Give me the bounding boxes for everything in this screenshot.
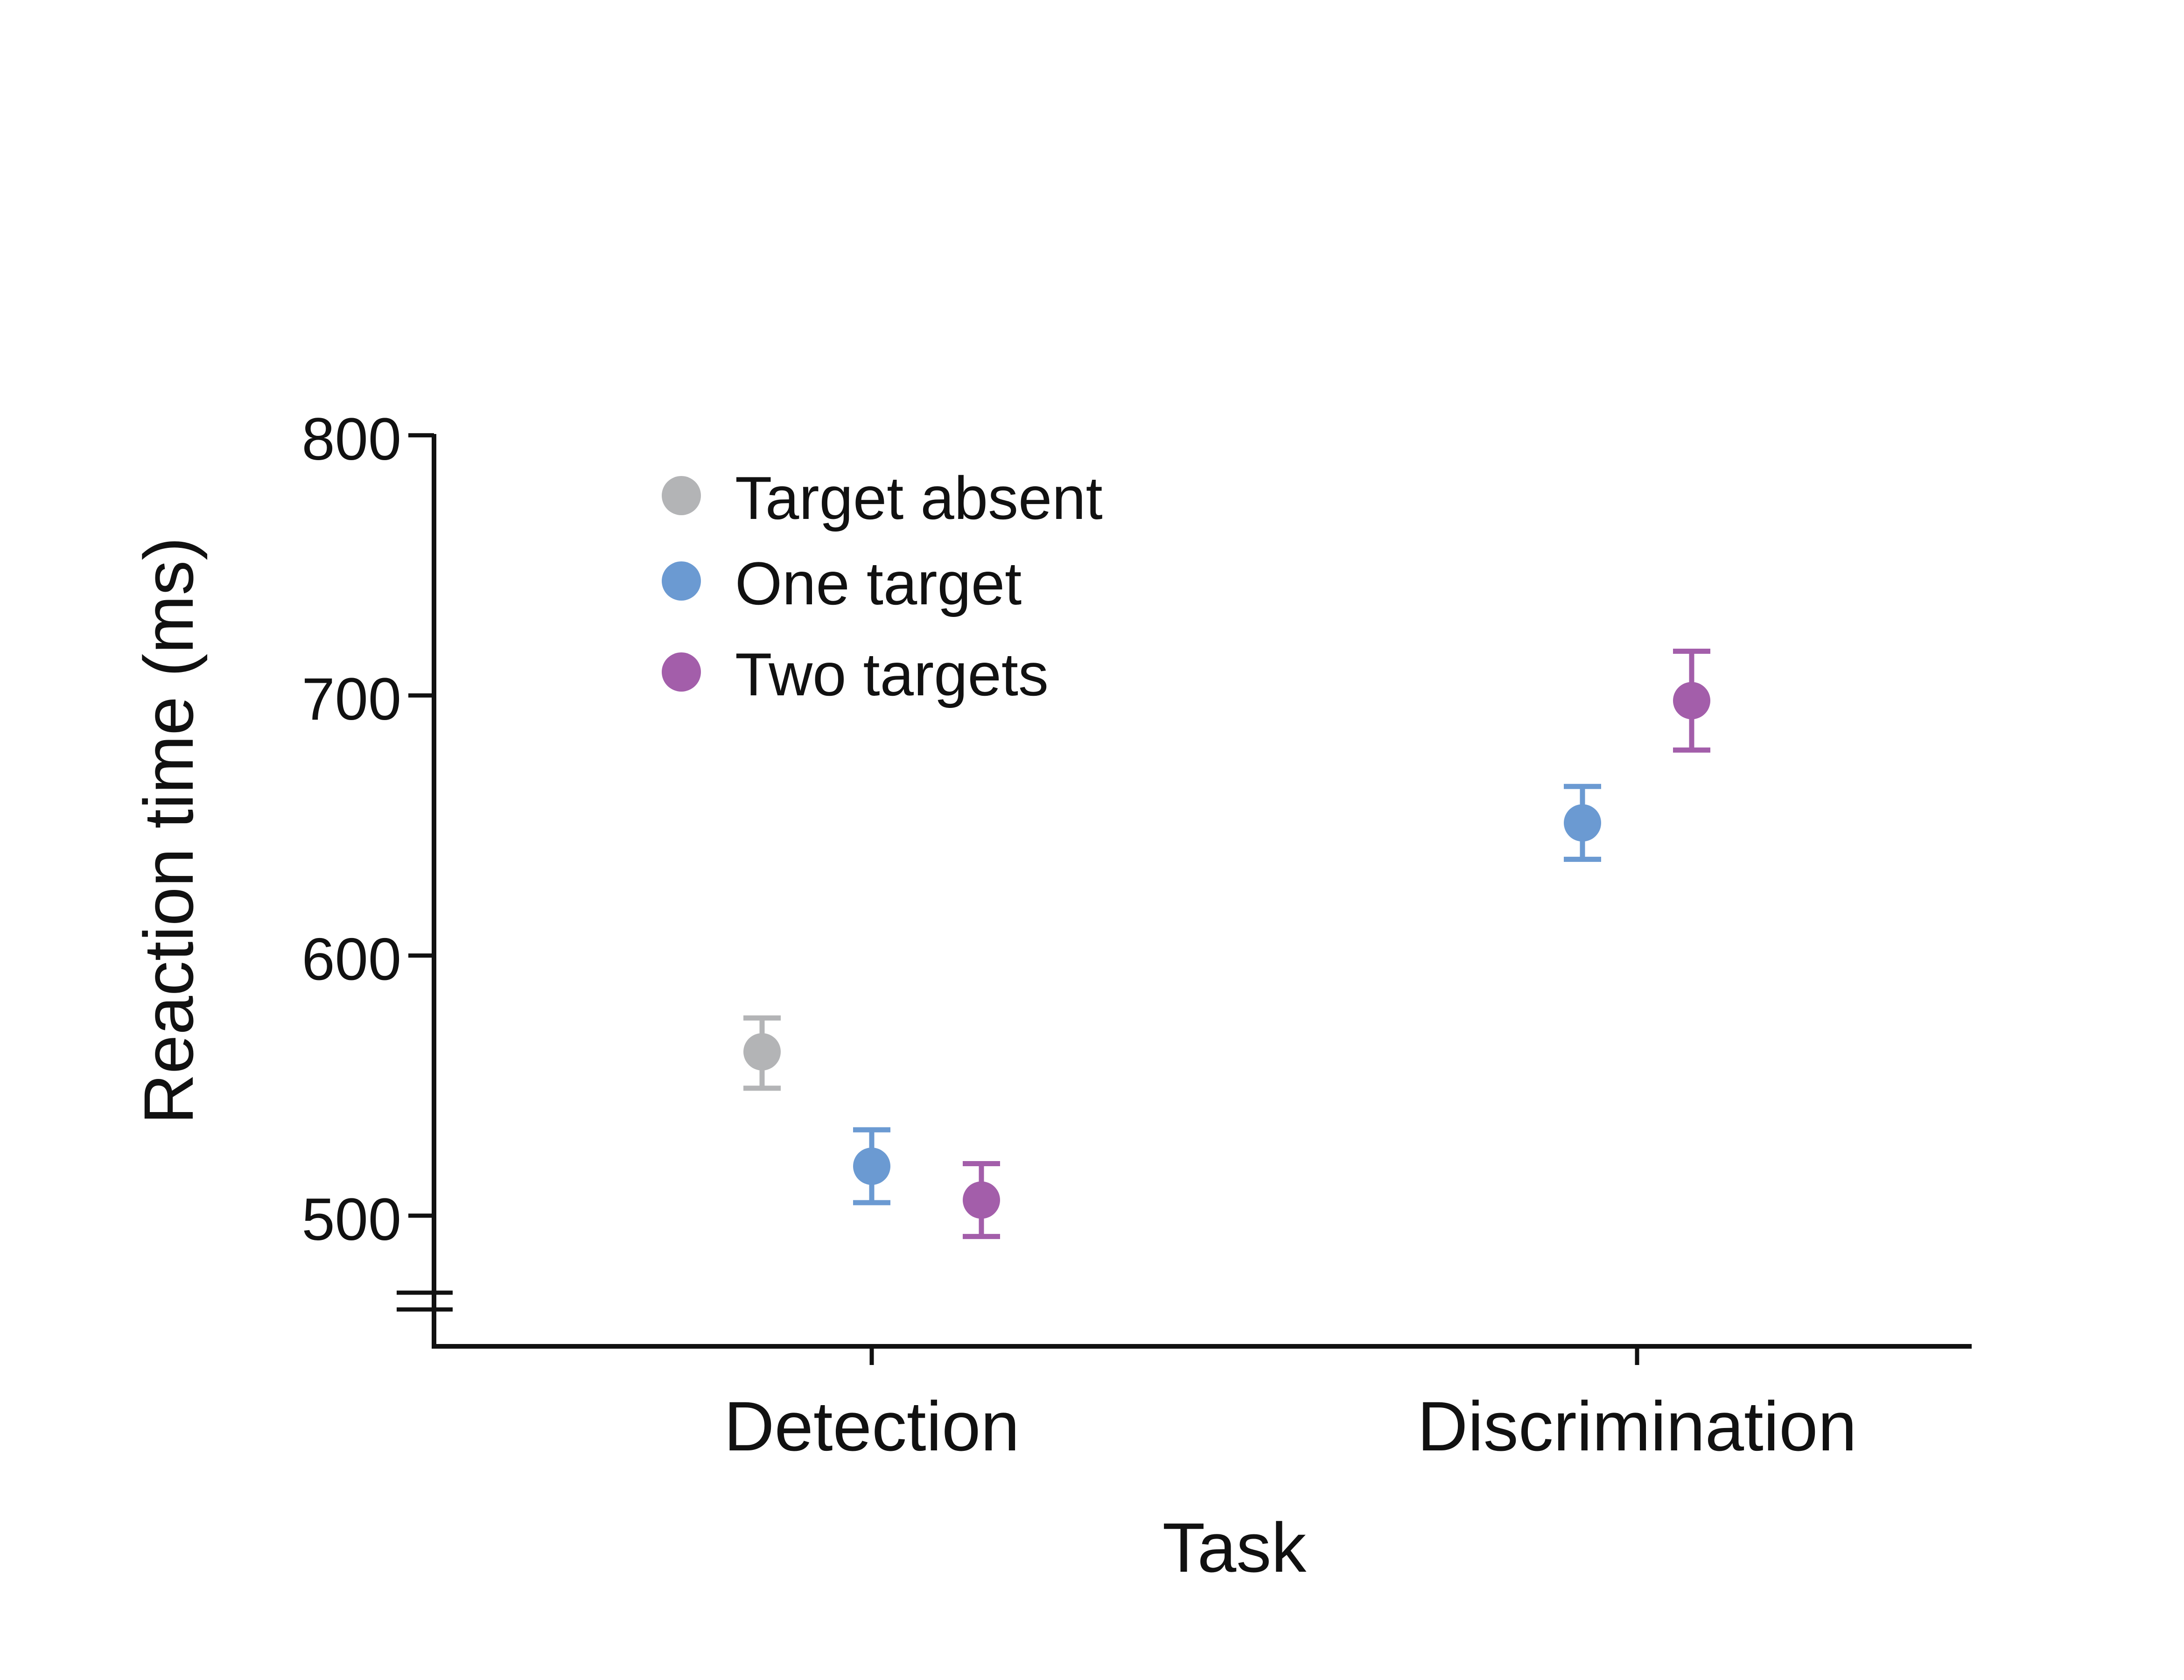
legend-item: One target [662,549,1022,617]
ticks: 500 600 700 800 Detection Discrimination [301,406,1857,1465]
legend-label: Two targets [735,640,1049,708]
x-axis-label: Task [1162,1508,1307,1587]
data-point [1564,784,1601,862]
legend-marker [662,561,701,601]
mean-marker [853,1148,890,1185]
legend: Target absent One target Two targets [662,464,1103,708]
legend-marker [662,652,701,692]
mean-marker [743,1033,781,1071]
data-marks [743,648,1710,1239]
legend-item: Target absent [662,464,1103,532]
y-tick-label: 800 [301,406,401,473]
mean-marker [1564,804,1601,842]
data-point [963,1161,1000,1239]
y-tick-label: 500 [301,1186,401,1253]
x-tick-label: Detection [724,1387,1020,1465]
y-tick-label: 700 [301,666,401,733]
legend-marker [662,476,701,515]
mean-marker [963,1181,1000,1219]
data-point [853,1127,890,1205]
data-point [1673,648,1710,753]
legend-item: Two targets [662,640,1049,708]
axes: Task Reaction time (ms) [129,434,1972,1587]
mean-marker [1673,682,1710,720]
data-point [743,1015,781,1091]
x-tick-label: Discrimination [1417,1387,1857,1465]
legend-label: Target absent [735,464,1103,532]
y-tick-label: 600 [301,926,401,993]
y-axis-label: Reaction time (ms) [129,537,208,1125]
legend-label: One target [735,549,1022,617]
